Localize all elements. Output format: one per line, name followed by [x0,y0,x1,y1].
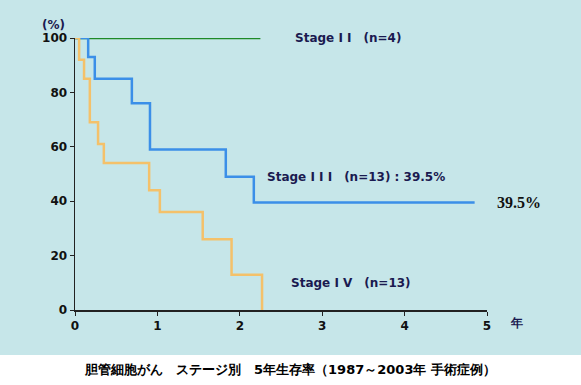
svg-text:20: 20 [50,249,67,263]
svg-text:4: 4 [400,319,408,333]
svg-text:39.5%: 39.5% [497,194,541,211]
svg-text:40: 40 [50,194,67,208]
svg-text:60: 60 [50,140,67,154]
svg-text:Stage I I (n=4): Stage I I (n=4) [295,31,401,45]
svg-text:0: 0 [71,319,79,333]
svg-text:0: 0 [59,303,67,317]
html-text:胆管細胞がん ステージ別 5年生存率（1987～2003年: 胆管細胞がん ステージ別 5年生存率（1987～2003年 手術症例） [85,362,496,377]
svg-text:80: 80 [50,86,67,100]
svg-text:(%): (%) [42,18,65,32]
svg-text:1: 1 [153,319,161,333]
svg-text:5: 5 [483,319,491,333]
svg-text:Stage I V (n=13): Stage I V (n=13) [291,276,411,290]
svg-text:年: 年 [510,316,523,330]
svg-text:2: 2 [236,319,244,333]
svg-text:3: 3 [318,319,326,333]
svg-text:Stage I I I (n=13) : 39.5%: Stage I I I (n=13) : 39.5% [267,170,445,184]
svg-text:100: 100 [42,31,67,45]
